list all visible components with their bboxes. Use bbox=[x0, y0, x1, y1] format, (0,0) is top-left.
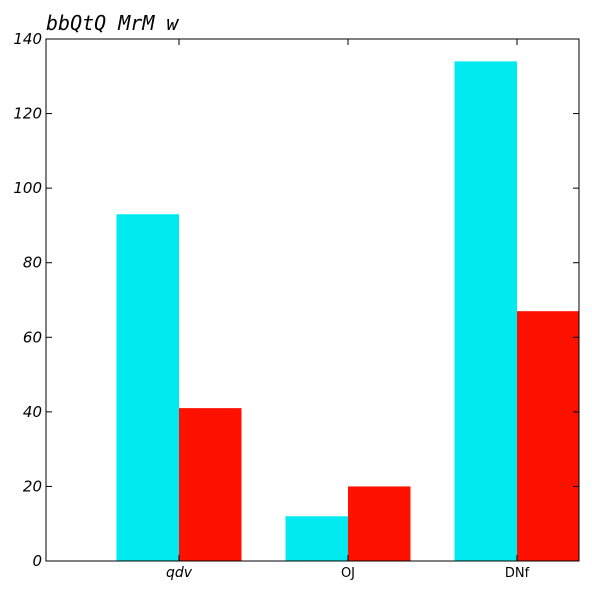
bar-series1-DNf bbox=[454, 61, 517, 562]
ytick-label: 120 bbox=[13, 105, 42, 123]
ytick-label: 100 bbox=[13, 179, 42, 197]
ytick-label: 80 bbox=[23, 254, 42, 272]
bar-series2-DNf bbox=[517, 311, 580, 561]
bars-group bbox=[116, 61, 580, 562]
xtick-label-OJ: OJ bbox=[341, 566, 355, 581]
ytick-label: 140 bbox=[13, 30, 42, 48]
plot-frame bbox=[45, 38, 580, 562]
bar-series2-OJ bbox=[348, 486, 411, 561]
ytick-label: 0 bbox=[32, 552, 42, 570]
bar-series1-OJ bbox=[285, 516, 348, 561]
bar-series1-qdv bbox=[116, 214, 179, 562]
x-axis: qdv OJ DNf bbox=[166, 39, 530, 581]
xtick-label-DNf: DNf bbox=[505, 566, 530, 581]
xtick-label-qdv: qdv bbox=[166, 565, 193, 581]
ytick-label: 40 bbox=[23, 403, 42, 421]
ytick-label: 60 bbox=[23, 328, 42, 346]
y-axis: 0 20 40 60 80 100 120 140 bbox=[13, 30, 579, 570]
bar-series2-qdv bbox=[179, 408, 242, 561]
chart-title: bbQtQ MrM w bbox=[46, 11, 179, 35]
ytick-label: 20 bbox=[23, 477, 42, 495]
